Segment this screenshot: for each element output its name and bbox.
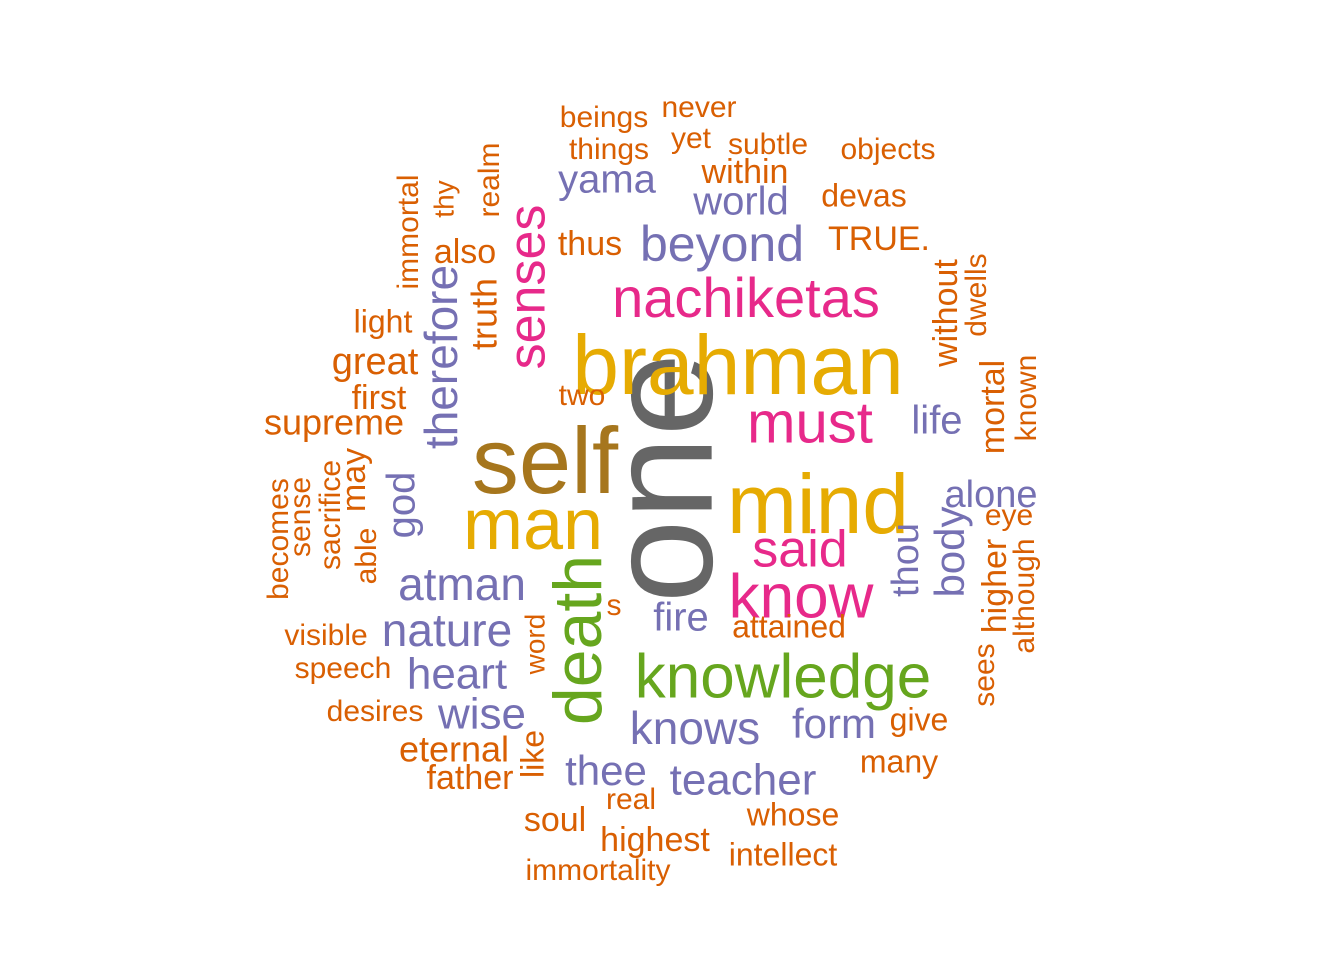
word-teacher: teacher (670, 756, 817, 805)
word-also: also (434, 233, 496, 271)
word-mind: mind (727, 457, 909, 551)
word-life: life (911, 399, 962, 443)
word-senses: senses (499, 205, 557, 370)
word-atman: atman (398, 558, 526, 610)
word-self: self (472, 408, 619, 513)
word-yama: yama (558, 158, 657, 202)
word-whose: whose (746, 796, 840, 832)
word-devas: devas (821, 177, 906, 213)
word-eternal: eternal (399, 729, 509, 770)
word-able: able (350, 528, 383, 585)
word-alone: alone (945, 474, 1038, 516)
word-brahman: brahman (572, 318, 904, 412)
word-death: death (540, 555, 616, 725)
word-therefore: therefore (415, 265, 467, 449)
word-first: first (352, 379, 407, 417)
word-subtle: subtle (728, 128, 808, 161)
word-highest: highest (600, 821, 710, 859)
word-god: god (380, 472, 424, 539)
word-s: s (607, 589, 622, 622)
word-know: know (729, 562, 874, 631)
word-thee: thee (565, 747, 647, 794)
word-wise: wise (437, 690, 526, 739)
word-without: without (927, 259, 965, 368)
word-form: form (792, 700, 876, 747)
word-becomes: becomes (262, 478, 295, 600)
word-may: may (335, 448, 373, 512)
word-known: known (1010, 355, 1043, 442)
word-supreme: supreme (264, 402, 404, 443)
word-nature: nature (382, 604, 512, 656)
word-real: real (606, 783, 656, 816)
word-immortal: immortal (392, 174, 425, 289)
word-must: must (747, 390, 873, 455)
word-realm: realm (473, 142, 506, 217)
word-within: within (701, 153, 789, 191)
word-intellect: intellect (729, 836, 838, 872)
word-sacrifice: sacrifice (314, 460, 347, 570)
word-sees: sees (968, 643, 1001, 706)
word-world: world (692, 180, 789, 224)
word-word: word (519, 614, 550, 676)
word-eye: eye (985, 499, 1033, 532)
word-said: said (752, 521, 847, 579)
word-immortality: immortality (525, 854, 670, 887)
word-desires: desires (327, 695, 424, 728)
word-mortal: mortal (974, 360, 1012, 454)
word-higher: higher (976, 539, 1014, 634)
word-knowledge: knowledge (635, 642, 931, 711)
word-sense: sense (284, 477, 317, 557)
word-truth: truth (464, 278, 505, 350)
word-father: father (427, 759, 514, 797)
word-beings: beings (560, 101, 648, 134)
word-although: although (1008, 538, 1041, 653)
word-thy: thy (428, 180, 459, 217)
word-attained: attained (732, 608, 846, 644)
word-never: never (661, 91, 736, 124)
word-thus: thus (558, 225, 622, 263)
word-visible: visible (284, 619, 367, 652)
word-man: man (463, 485, 603, 565)
word-dwells: dwells (960, 253, 993, 336)
word-great: great (332, 341, 419, 383)
word-two: two (559, 379, 606, 412)
word-soul: soul (524, 801, 586, 839)
word-objects: objects (840, 133, 935, 166)
word-heart: heart (407, 650, 507, 699)
word-beyond: beyond (640, 216, 804, 272)
word-true: TRUE. (828, 220, 930, 258)
word-things: things (569, 133, 649, 166)
word-nachiketas: nachiketas (612, 266, 880, 329)
word-give: give (890, 701, 949, 737)
word-one: one (576, 353, 744, 603)
word-many: many (860, 743, 938, 779)
word-body: body (926, 506, 973, 597)
word-knows: knows (630, 702, 760, 754)
word-like: like (514, 730, 550, 778)
word-light: light (354, 303, 413, 339)
word-fire: fire (653, 596, 709, 640)
word-thou: thou (885, 523, 927, 597)
word-speech: speech (295, 652, 392, 685)
word-yet: yet (671, 122, 712, 155)
